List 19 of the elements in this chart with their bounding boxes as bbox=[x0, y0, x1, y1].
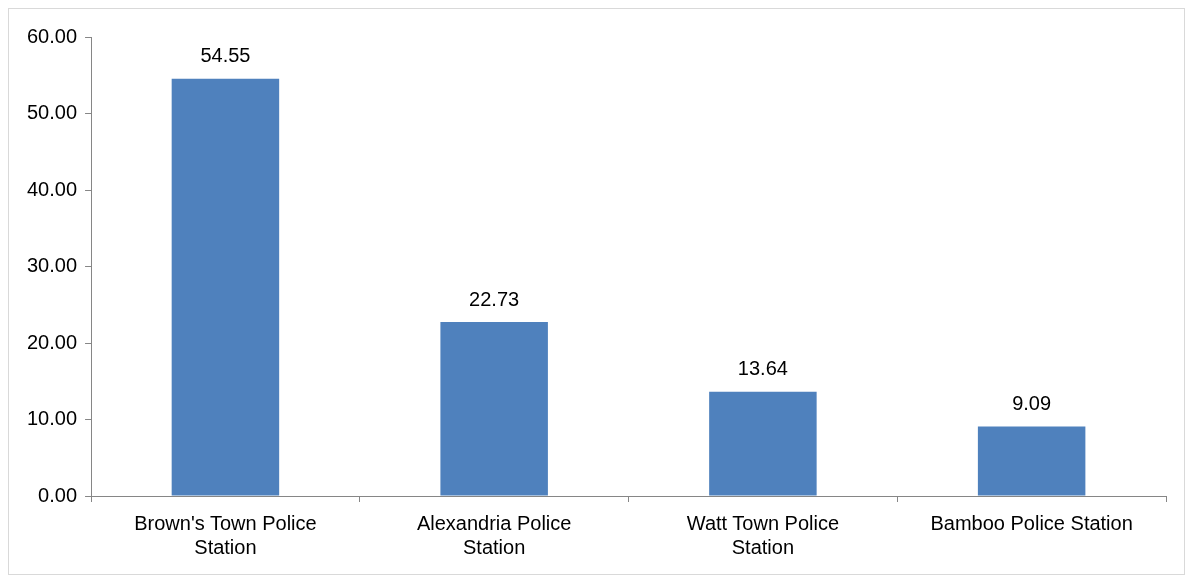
data-label: 22.73 bbox=[469, 287, 520, 310]
x-tick-label: Brown's Town Police Station bbox=[134, 511, 317, 558]
x-tick-label: Alexandria Police Station bbox=[416, 511, 572, 558]
bar bbox=[977, 426, 1086, 496]
x-tick-label: Bamboo Police Station bbox=[930, 511, 1133, 534]
y-tick-label: 50.00 bbox=[26, 101, 78, 124]
bar bbox=[171, 78, 280, 496]
y-tick-label: 40.00 bbox=[26, 177, 78, 200]
x-tick-label: Watt Town Police Station bbox=[686, 511, 840, 558]
y-tick-label: 10.00 bbox=[26, 407, 78, 430]
data-label: 54.55 bbox=[200, 44, 251, 67]
data-label: 13.64 bbox=[737, 357, 788, 380]
bar bbox=[440, 322, 548, 496]
y-tick-label: 30.00 bbox=[26, 254, 78, 277]
y-tick-label: 60.00 bbox=[26, 24, 78, 47]
y-tick-label: 20.00 bbox=[26, 330, 78, 353]
data-label: 9.09 bbox=[1012, 391, 1052, 414]
y-tick-label: 0.00 bbox=[38, 483, 78, 506]
bar bbox=[709, 391, 817, 496]
